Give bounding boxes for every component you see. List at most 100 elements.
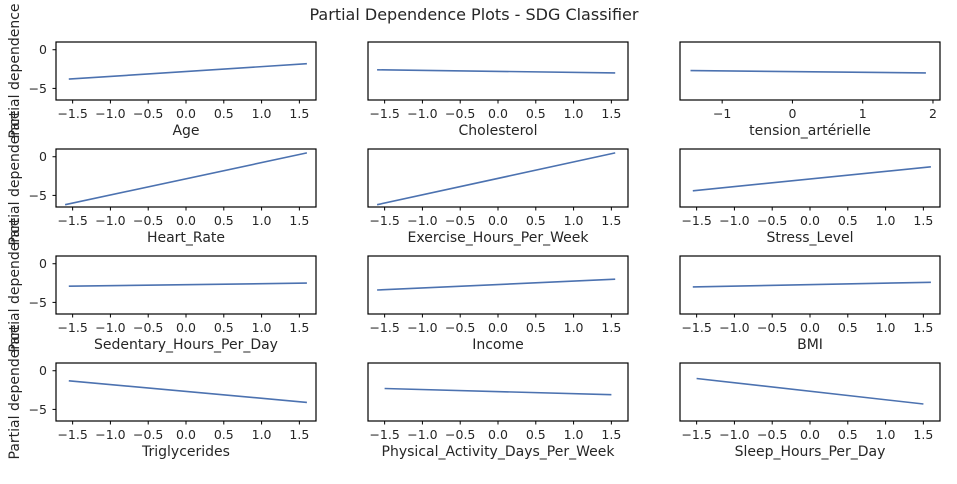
x-tick-label: −1.0 bbox=[407, 427, 437, 442]
x-axis-label: Exercise_Hours_Per_Week bbox=[408, 230, 590, 246]
x-tick-label: 0.0 bbox=[488, 213, 508, 228]
subplot-8: −1.5 −1.0 −0.5 0.0 0.5 1.0 1.5 Income bbox=[367, 255, 629, 353]
x-tick-label: −0.5 bbox=[757, 427, 787, 442]
x-tick-label: −1.5 bbox=[369, 427, 399, 442]
pd-line bbox=[68, 62, 307, 80]
subplot-2: −1.5 −1.0 −0.5 0.0 0.5 1.0 1.5 Cholesterol bbox=[367, 41, 629, 139]
x-axis-label: Sedentary_Hours_Per_Day bbox=[94, 337, 278, 353]
x-tick-label: −1.5 bbox=[369, 106, 399, 121]
x-tick-label: 0.0 bbox=[800, 213, 820, 228]
subplot-6: −1.5 −1.0 −0.5 0.0 0.5 1.0 1.5 Stress_Level bbox=[679, 148, 941, 246]
x-tick-label: −1.0 bbox=[407, 213, 437, 228]
x-tick-label: 1.5 bbox=[601, 213, 621, 228]
x-tick-label: −0.5 bbox=[133, 427, 163, 442]
x-tick-label: 1.0 bbox=[564, 320, 584, 335]
x-tick-label: 0.0 bbox=[800, 427, 820, 442]
x-tick-label: 1.5 bbox=[913, 320, 933, 335]
x-tick-label: 0.0 bbox=[176, 427, 196, 442]
x-tick-label: −1.5 bbox=[681, 427, 711, 442]
x-tick-label: −0.5 bbox=[133, 320, 163, 335]
x-tick-label: 1.0 bbox=[876, 213, 896, 228]
pd-line bbox=[384, 387, 612, 396]
x-tick-label: 1.5 bbox=[601, 106, 621, 121]
x-tick-label: −1.5 bbox=[369, 213, 399, 228]
x-tick-label: 0.0 bbox=[488, 427, 508, 442]
x-tick-label: 0.5 bbox=[526, 213, 546, 228]
y-tick-label: −5 bbox=[29, 295, 47, 310]
pd-line bbox=[68, 380, 307, 404]
pd-line bbox=[692, 166, 931, 192]
x-tick-label: −1.5 bbox=[57, 106, 87, 121]
x-tick-label: 1.5 bbox=[913, 213, 933, 228]
x-axis-label: Income bbox=[472, 337, 524, 353]
x-tick-label: 0.0 bbox=[176, 320, 196, 335]
x-tick-label: 1.0 bbox=[564, 106, 584, 121]
subplot-12: −1.5 −1.0 −0.5 0.0 0.5 1.0 1.5 Sleep_Hours_Per_… bbox=[679, 362, 941, 460]
x-tick-label: −0.5 bbox=[757, 213, 787, 228]
y-axis-label: Partial dependence bbox=[7, 110, 23, 245]
y-axis-label: Partial dependence bbox=[7, 217, 23, 352]
x-tick-label: −1.5 bbox=[57, 213, 87, 228]
x-tick-label: 1.0 bbox=[252, 213, 272, 228]
subplot-7: −1.5 −1.0 −0.5 0.0 0.5 1.0 1.5 0 −5 Sedentary_Hou… bbox=[7, 217, 317, 353]
x-tick-label: 0 bbox=[788, 106, 796, 121]
subplot-1: −1.5 −1.0 −0.5 0.0 0.5 1.0 1.5 0 −5 Age Partial de… bbox=[7, 3, 317, 139]
x-tick-label: −1.0 bbox=[95, 320, 125, 335]
x-tick-label: 2 bbox=[929, 106, 937, 121]
x-axis-label: Heart_Rate bbox=[147, 230, 225, 246]
subplot-10: −1.5 −1.0 −0.5 0.0 0.5 1.0 1.5 0 −5 Triglycerides… bbox=[7, 324, 317, 460]
pd-line bbox=[377, 278, 616, 291]
x-axis-label: BMI bbox=[797, 337, 823, 353]
x-tick-label: 1.5 bbox=[289, 213, 309, 228]
x-axis-label: Stress_Level bbox=[767, 230, 854, 246]
x-tick-label: 1.0 bbox=[252, 320, 272, 335]
subplot-9: −1.5 −1.0 −0.5 0.0 0.5 1.0 1.5 BMI bbox=[679, 255, 941, 353]
x-tick-label: 0.0 bbox=[800, 320, 820, 335]
x-tick-label: −0.5 bbox=[445, 427, 475, 442]
x-tick-label: −1.0 bbox=[95, 213, 125, 228]
x-tick-label: 1.0 bbox=[876, 427, 896, 442]
axes-frame bbox=[679, 41, 941, 101]
y-tick-label: −5 bbox=[29, 81, 47, 96]
x-tick-label: −0.5 bbox=[445, 106, 475, 121]
x-tick-label: −1.0 bbox=[719, 320, 749, 335]
x-tick-label: −1.5 bbox=[57, 320, 87, 335]
pd-line bbox=[68, 282, 307, 287]
x-tick-label: 1.5 bbox=[289, 320, 309, 335]
pd-line bbox=[690, 69, 926, 74]
x-tick-label: 0.0 bbox=[176, 106, 196, 121]
x-tick-label: −0.5 bbox=[133, 213, 163, 228]
axes-frame bbox=[679, 148, 941, 208]
x-axis-label: Sleep_Hours_Per_Day bbox=[735, 444, 886, 460]
x-tick-label: 0.5 bbox=[526, 320, 546, 335]
x-tick-label: 1.0 bbox=[252, 427, 272, 442]
x-tick-label: 0.0 bbox=[488, 320, 508, 335]
x-tick-label: −0.5 bbox=[445, 213, 475, 228]
x-axis-label: tension_artérielle bbox=[749, 123, 871, 139]
x-tick-label: −1.5 bbox=[57, 427, 87, 442]
x-tick-label: 1.0 bbox=[564, 427, 584, 442]
x-tick-label: 1.0 bbox=[252, 106, 272, 121]
y-tick-label: 0 bbox=[39, 363, 47, 378]
x-tick-label: −1.5 bbox=[681, 213, 711, 228]
y-axis-label: Partial dependence bbox=[7, 324, 23, 459]
y-tick-label: 0 bbox=[39, 42, 47, 57]
x-axis-label: Triglycerides bbox=[141, 444, 230, 460]
pd-line bbox=[64, 152, 308, 206]
x-tick-label: 0.5 bbox=[526, 427, 546, 442]
x-tick-label: 0.5 bbox=[214, 427, 234, 442]
pd-line bbox=[376, 152, 616, 206]
pd-line bbox=[696, 377, 924, 405]
x-tick-label: −1.0 bbox=[719, 427, 749, 442]
x-tick-label: −1.0 bbox=[719, 213, 749, 228]
x-tick-label: −0.5 bbox=[133, 106, 163, 121]
y-tick-label: −5 bbox=[29, 188, 47, 203]
x-tick-label: 1 bbox=[859, 106, 867, 121]
x-axis-label: Cholesterol bbox=[458, 123, 537, 139]
x-tick-label: 0.5 bbox=[526, 106, 546, 121]
x-tick-label: 1.5 bbox=[289, 427, 309, 442]
x-tick-label: −1.0 bbox=[407, 320, 437, 335]
x-tick-label: −1.0 bbox=[95, 106, 125, 121]
x-tick-label: −1.0 bbox=[407, 106, 437, 121]
